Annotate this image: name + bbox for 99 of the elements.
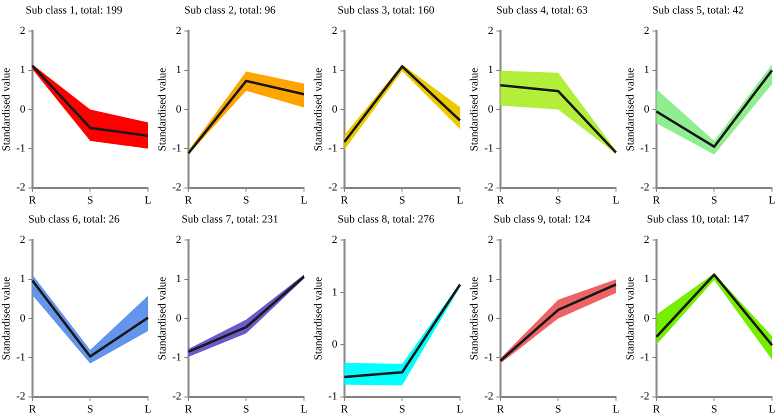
- y-tick-label: 1: [644, 273, 650, 286]
- y-tick-label: -1: [328, 390, 338, 403]
- y-tick-label: 1: [20, 273, 26, 286]
- x-tick-label: R: [496, 194, 505, 206]
- x-tick-label: R: [28, 194, 37, 206]
- y-axis-title: Standardised value: [0, 68, 12, 152]
- chart-title: Sub class 9, total: 124: [494, 213, 591, 226]
- y-tick-label: 1: [644, 64, 650, 76]
- y-axis-title: Standardised value: [624, 276, 636, 360]
- y-tick-label: 0: [644, 103, 650, 116]
- y-tick-label: 1: [332, 64, 338, 76]
- y-tick-label: 1: [20, 64, 26, 76]
- x-tick-label: L: [144, 194, 152, 206]
- y-tick-label: 0: [488, 312, 494, 324]
- y-axis-title: Standardised value: [468, 276, 480, 360]
- y-axis-title: Standardised value: [468, 68, 480, 152]
- x-tick-label: L: [768, 403, 776, 416]
- chart-title: Sub class 7, total: 231: [182, 213, 278, 226]
- x-tick-label: R: [28, 403, 37, 416]
- y-tick-label: 2: [488, 234, 494, 246]
- chart-title: Sub class 10, total: 147: [646, 213, 750, 226]
- y-tick-label: 0: [488, 103, 494, 116]
- y-tick-label: -1: [640, 352, 650, 364]
- y-tick-label: -2: [640, 390, 650, 403]
- y-tick-label: 0: [20, 312, 26, 324]
- x-tick-label: R: [184, 194, 193, 206]
- y-tick-label: 0: [176, 103, 182, 116]
- x-tick-label: L: [300, 194, 308, 206]
- y-tick-label: 0: [644, 312, 650, 324]
- y-tick-label: -1: [16, 352, 26, 364]
- x-tick-label: S: [711, 403, 718, 416]
- x-tick-label: R: [340, 194, 349, 206]
- y-tick-label: -2: [484, 390, 494, 403]
- chart-title: Sub class 6, total: 26: [28, 213, 120, 226]
- y-tick-label: -2: [16, 182, 26, 194]
- y-tick-label: -2: [16, 390, 26, 403]
- y-tick-label: -1: [16, 142, 26, 155]
- x-tick-label: S: [555, 194, 562, 206]
- y-tick-label: 0: [332, 338, 338, 350]
- y-tick-label: 2: [20, 25, 26, 38]
- y-tick-label: 1: [488, 64, 494, 76]
- y-tick-label: -2: [172, 182, 182, 194]
- y-tick-label: -2: [640, 182, 650, 194]
- y-tick-label: 1: [176, 273, 182, 286]
- y-axis-title: Standardised value: [0, 276, 12, 360]
- x-tick-label: L: [612, 403, 620, 416]
- y-tick-label: -1: [172, 142, 182, 155]
- x-tick-label: R: [496, 403, 505, 416]
- chart-title: Sub class 3, total: 160: [338, 4, 435, 16]
- x-tick-label: S: [243, 403, 250, 416]
- x-tick-label: S: [87, 194, 94, 206]
- y-tick-label: -1: [484, 352, 494, 364]
- chart-title: Sub class 5, total: 42: [652, 4, 744, 16]
- y-tick-label: 2: [20, 234, 26, 246]
- x-tick-label: L: [768, 194, 776, 206]
- y-tick-label: -2: [172, 390, 182, 403]
- y-tick-label: 2: [332, 25, 338, 38]
- y-tick-label: -1: [172, 352, 182, 364]
- y-axis-title: Standardised value: [312, 276, 324, 360]
- chart-title: Sub class 4, total: 63: [496, 4, 588, 16]
- y-tick-label: 0: [176, 312, 182, 324]
- chart-title: Sub class 8, total: 276: [338, 213, 435, 226]
- y-axis-title: Standardised value: [624, 68, 636, 152]
- x-tick-label: R: [652, 194, 661, 206]
- x-tick-label: R: [184, 403, 193, 416]
- y-tick-label: 2: [176, 25, 182, 38]
- y-tick-label: 2: [332, 234, 338, 246]
- y-tick-label: -2: [484, 182, 494, 194]
- x-tick-label: R: [340, 403, 349, 416]
- y-axis-title: Standardised value: [156, 68, 168, 152]
- y-tick-label: -1: [640, 142, 650, 155]
- y-tick-label: 2: [488, 25, 494, 38]
- x-tick-label: L: [144, 403, 152, 416]
- x-tick-label: S: [711, 194, 718, 206]
- y-tick-label: 0: [332, 103, 338, 116]
- y-tick-label: 1: [332, 286, 338, 298]
- x-tick-label: S: [555, 403, 562, 416]
- x-tick-label: L: [456, 194, 464, 206]
- y-tick-label: -1: [484, 142, 494, 155]
- x-tick-label: L: [456, 403, 464, 416]
- x-tick-label: S: [87, 403, 94, 416]
- y-tick-label: 0: [20, 103, 26, 116]
- y-tick-label: 1: [488, 273, 494, 286]
- x-tick-label: R: [652, 403, 661, 416]
- y-axis-title: Standardised value: [156, 276, 168, 360]
- y-axis-title: Standardised value: [312, 68, 324, 152]
- y-tick-label: 2: [644, 234, 650, 246]
- y-tick-label: -2: [328, 182, 338, 194]
- y-tick-label: 1: [176, 64, 182, 76]
- y-tick-label: -1: [328, 142, 338, 155]
- chart-title: Sub class 1, total: 199: [26, 4, 123, 16]
- chart-title: Sub class 2, total: 96: [184, 4, 276, 16]
- x-tick-label: S: [399, 403, 406, 416]
- y-tick-label: 2: [644, 25, 650, 38]
- x-tick-label: L: [612, 194, 620, 206]
- x-tick-label: S: [243, 194, 250, 206]
- y-tick-label: 2: [176, 234, 182, 246]
- x-tick-label: S: [399, 194, 406, 206]
- x-tick-label: L: [300, 403, 308, 416]
